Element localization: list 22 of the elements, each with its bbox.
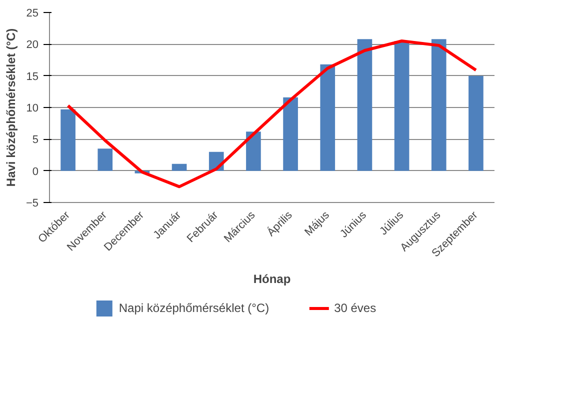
y-tick-label: 0 <box>32 166 39 178</box>
bar <box>98 148 113 171</box>
bar <box>394 41 410 171</box>
bar <box>468 76 484 171</box>
bar <box>431 39 446 171</box>
bar <box>60 109 76 171</box>
bar <box>283 97 298 171</box>
bar <box>246 132 261 171</box>
legend-label: Napi középhőmérséklet (°C) <box>118 301 270 315</box>
y-tick-label: 20 <box>26 39 39 52</box>
y-tick-label: 25 <box>26 8 39 20</box>
legend-label: 30 éves <box>334 301 376 315</box>
y-tick-label: 15 <box>26 70 39 83</box>
line-series <box>66 40 478 188</box>
y-tick-label: −5 <box>26 198 39 210</box>
y-axis-title: Havi középhőmérséklet (°C) <box>4 28 18 187</box>
bar <box>320 64 336 171</box>
y-tick-label: 10 <box>26 102 39 114</box>
x-axis-title: Hónap <box>253 272 291 286</box>
bar <box>357 39 372 171</box>
y-tick-label: 5 <box>32 134 39 146</box>
bar <box>172 164 187 171</box>
